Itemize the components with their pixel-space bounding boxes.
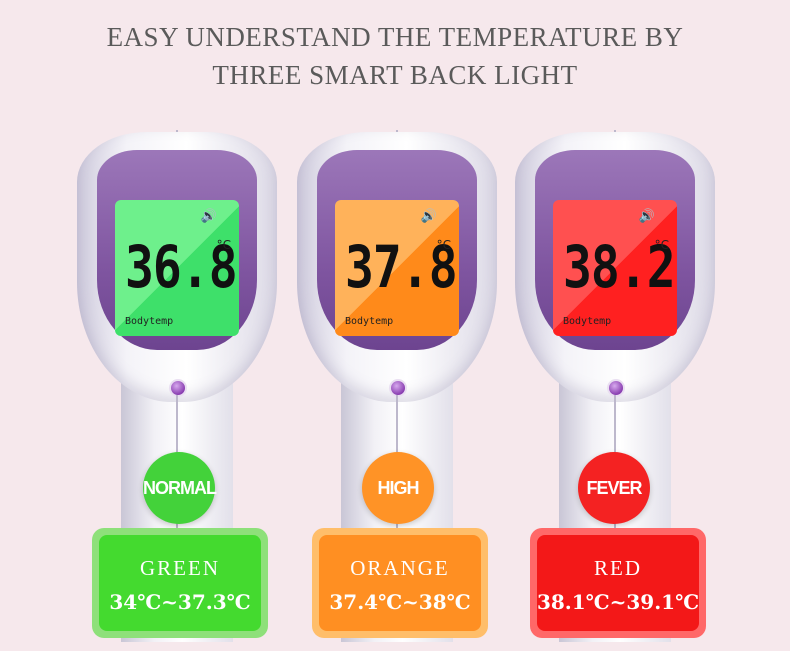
lcd-display: 🔊 37.8 °C Bodytemp [335,200,459,336]
speaker-icon: 🔊 [200,209,217,224]
mode-label: Bodytemp [345,316,394,327]
mode-label: Bodytemp [563,316,612,327]
color-name: RED [594,556,642,580]
color-name: GREEN [140,556,220,580]
headline-line-2: THREE SMART BACK LIGHT [212,60,578,90]
range-card-fill [319,535,481,631]
range-card-fill [537,535,699,631]
power-button[interactable] [169,379,187,397]
range-card-fill [99,535,261,631]
headline-line-1: EASY UNDERSTAND THE TEMPERATURE BY [106,22,684,52]
thermometer-orange: 🔊 37.8 °C Bodytemp [297,130,497,642]
temperature-range: 38.1℃~39.1℃ [536,590,700,614]
status-badge-high: HIGH [362,452,434,524]
lcd-display: 🔊 36.8 °C Bodytemp [115,200,239,336]
temperature-range: 37.4℃~38℃ [329,590,471,614]
range-card-green: GREEN 34℃~37.3℃ [92,528,268,638]
lcd-backlight [335,200,459,336]
power-button[interactable] [607,379,625,397]
temperature-reading: 38.2 [563,234,676,302]
lcd-backlight [115,200,239,336]
lcd-display: 🔊 38.2 °C Bodytemp [553,200,677,336]
temperature-reading: 36.8 [125,234,238,302]
lcd-backlight [553,200,677,336]
temperature-unit: °C [436,238,451,252]
range-card-red: RED 38.1℃~39.1℃ [530,528,706,638]
speaker-icon: 🔊 [638,209,655,224]
color-name: ORANGE [350,556,450,580]
temperature-unit: °C [216,238,231,252]
status-badge-fever: FEVER [578,452,650,524]
temperature-unit: °C [654,238,669,252]
thermometer-green: 🔊 36.8 °C Bodytemp [77,130,277,642]
speaker-icon: 🔊 [420,209,437,224]
power-button[interactable] [389,379,407,397]
temperature-range: 34℃~37.3℃ [109,590,251,614]
status-badge-normal: NORMAL [143,452,217,524]
mode-label: Bodytemp [125,316,174,327]
temperature-reading: 37.8 [345,234,458,302]
range-card-orange: ORANGE 37.4℃~38℃ [312,528,488,638]
